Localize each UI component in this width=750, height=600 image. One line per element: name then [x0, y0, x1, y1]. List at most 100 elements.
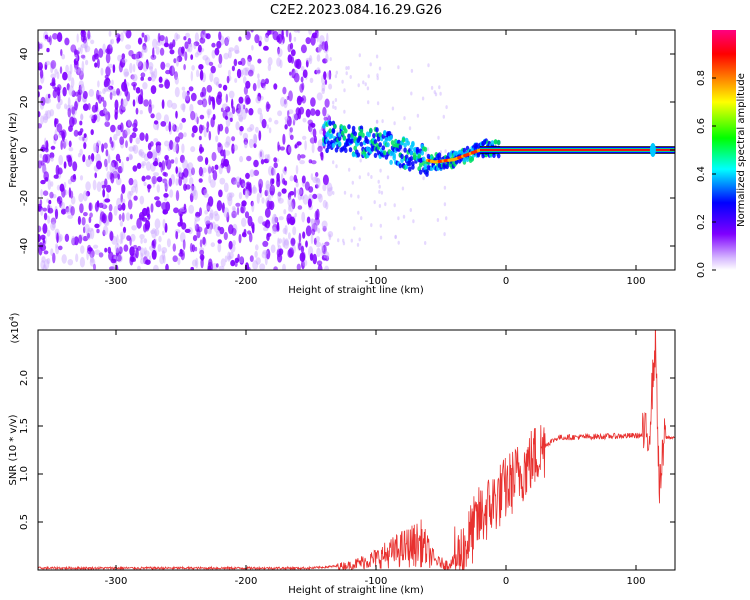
noise-blob	[208, 212, 214, 221]
noise-blob	[288, 247, 295, 258]
noise-blob	[79, 148, 83, 156]
noise-blob	[120, 193, 123, 203]
noise-blob	[40, 244, 47, 252]
noise-blob	[143, 181, 147, 187]
noise-blob	[80, 44, 83, 55]
noise-blob	[305, 240, 308, 248]
noise-blob	[248, 69, 254, 77]
noise-blob	[227, 50, 232, 59]
noise-blob	[224, 141, 230, 148]
noise-blob	[141, 175, 146, 182]
noise-blob	[154, 218, 161, 229]
noise-blob	[305, 57, 312, 62]
snr-y-ticks: 0.5 1.0 1.5 2.0	[19, 370, 675, 530]
trace-mark	[425, 169, 429, 175]
noise-blob	[186, 90, 190, 96]
noise-blob	[436, 218, 440, 222]
carrier-band-core	[480, 149, 675, 151]
noise-blob	[123, 244, 129, 252]
noise-blob	[220, 107, 224, 113]
noise-blob	[179, 122, 183, 131]
noise-blob	[162, 218, 166, 229]
noise-blob	[277, 252, 283, 263]
noise-blob	[74, 101, 78, 111]
noise-blob	[376, 119, 379, 124]
noise-blob	[227, 111, 233, 116]
noise-blob	[251, 201, 255, 213]
noise-blob	[107, 246, 112, 254]
noise-blob	[295, 181, 299, 188]
noise-blob	[132, 127, 138, 132]
noise-blob	[178, 176, 183, 187]
noise-blob	[119, 58, 126, 68]
noise-blob	[442, 114, 445, 119]
noise-blob	[155, 143, 161, 154]
noise-blob	[223, 182, 229, 193]
noise-blob	[334, 74, 338, 79]
noise-blob	[133, 244, 138, 250]
noise-blob	[292, 119, 296, 126]
spectrogram-x-axis-label: Height of straight line (km)	[288, 285, 424, 296]
noise-blob	[335, 164, 338, 169]
noise-blob	[293, 36, 297, 42]
noise-blob	[80, 113, 84, 121]
noise-blob	[89, 114, 95, 120]
noise-blob	[293, 72, 300, 83]
noise-blob	[250, 200, 254, 207]
noise-blob	[108, 30, 112, 37]
noise-blob	[311, 143, 315, 154]
noise-blob	[121, 184, 126, 194]
x-tick-label: -200	[235, 576, 258, 587]
noise-blob	[104, 198, 111, 203]
noise-blob	[314, 135, 317, 144]
noise-blob	[202, 30, 206, 35]
noise-blob	[155, 112, 162, 121]
noise-blob	[114, 99, 119, 111]
noise-blob	[292, 226, 297, 236]
noise-blob	[206, 121, 210, 129]
trace-mark	[378, 132, 383, 138]
noise-blob	[90, 39, 95, 45]
noise-blob	[353, 226, 356, 231]
noise-blob	[56, 232, 59, 244]
noise-blob	[217, 124, 220, 136]
noise-blob	[207, 110, 210, 119]
noise-blob	[47, 179, 52, 190]
noise-blob	[210, 65, 216, 74]
noise-blob	[140, 247, 145, 257]
noise-blob	[254, 250, 258, 258]
noise-blob	[38, 62, 43, 71]
noise-blob	[301, 251, 306, 261]
noise-blob	[258, 149, 265, 160]
noise-blob	[105, 52, 111, 64]
noise-blob	[226, 192, 233, 202]
noise-blob	[168, 177, 172, 187]
noise-blob	[198, 64, 204, 70]
noise-blob	[148, 62, 154, 70]
noise-blob	[164, 222, 168, 233]
noise-blob	[129, 190, 134, 196]
noise-blob	[251, 45, 254, 51]
noise-blob	[108, 155, 111, 164]
y-tick-label: 1.0	[19, 466, 30, 482]
noise-blob	[218, 265, 225, 270]
trace-mark	[490, 140, 495, 146]
noise-blob	[84, 223, 90, 234]
noise-blob	[184, 92, 190, 101]
noise-blob	[302, 231, 306, 239]
noise-blob	[282, 227, 287, 235]
noise-blob	[321, 254, 328, 261]
noise-blob	[397, 216, 400, 221]
noise-blob	[200, 91, 204, 98]
noise-blob	[153, 172, 159, 177]
noise-blob	[141, 163, 145, 169]
noise-blob	[254, 244, 259, 251]
noise-blob	[67, 214, 73, 219]
noise-blob	[174, 76, 179, 85]
noise-blob	[323, 251, 330, 259]
noise-blob	[379, 168, 382, 173]
noise-blob	[310, 126, 313, 135]
trace-mark	[337, 141, 342, 147]
noise-blob	[261, 197, 265, 204]
trace-mark	[417, 153, 422, 159]
